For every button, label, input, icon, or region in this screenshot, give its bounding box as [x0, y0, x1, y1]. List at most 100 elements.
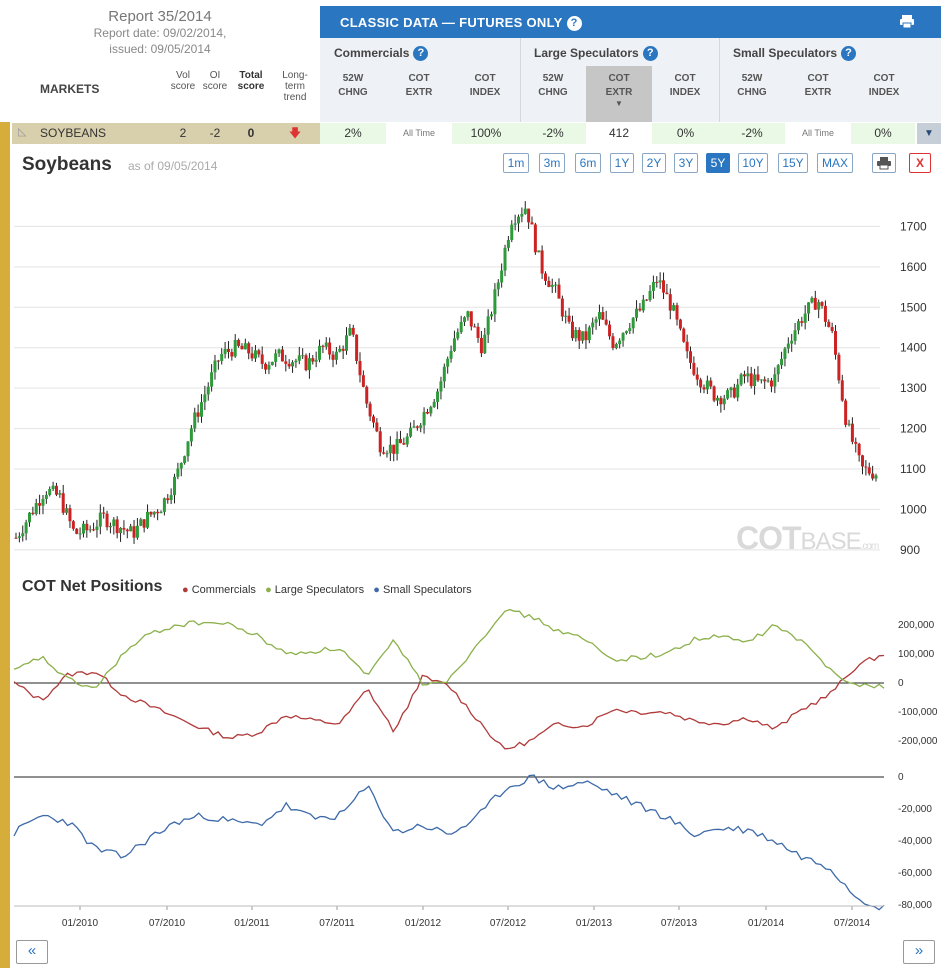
timeframe-5y[interactable]: 5Y — [706, 153, 730, 173]
candle — [449, 350, 453, 359]
timeframe-15y[interactable]: 15Y — [778, 153, 808, 173]
candle — [776, 365, 780, 375]
candle — [611, 336, 615, 349]
timeframe-1m[interactable]: 1m — [503, 153, 529, 173]
market-row[interactable] — [12, 123, 320, 144]
col-large-52w[interactable]: 52W CHNG — [538, 73, 568, 98]
col-large-extr[interactable]: COT EXTR ▼ — [586, 72, 652, 108]
candle — [233, 339, 237, 357]
candle — [783, 348, 787, 359]
col-small-index[interactable]: COT INDEX — [868, 73, 900, 98]
total-score-header: Total score — [237, 70, 265, 92]
comm-52w-value: 2% — [320, 123, 386, 144]
candle — [223, 348, 227, 354]
candle — [675, 305, 679, 320]
close-chart-button[interactable]: X — [909, 153, 931, 173]
help-icon[interactable]: ? — [566, 16, 582, 32]
candle — [318, 345, 322, 360]
candle — [159, 511, 163, 514]
help-icon[interactable]: ? — [413, 46, 429, 62]
commercials-line — [13, 654, 885, 750]
candle — [840, 380, 844, 401]
candle — [250, 353, 254, 359]
candle — [817, 302, 821, 310]
candle — [581, 331, 585, 341]
candle — [702, 387, 706, 390]
col-comm-extr[interactable]: COT EXTR — [405, 73, 433, 98]
watermark: COTBASE.com — [736, 520, 879, 556]
candle — [867, 467, 871, 474]
expand-row-icon[interactable]: ▼ — [917, 123, 941, 144]
candle — [240, 345, 244, 350]
candle — [628, 328, 632, 332]
print-icon[interactable] — [899, 14, 915, 29]
candle — [375, 422, 379, 432]
candle — [189, 428, 193, 442]
candle — [267, 365, 271, 370]
candle — [355, 334, 359, 362]
candle — [166, 498, 170, 501]
timeframe-10y[interactable]: 10Y — [738, 153, 768, 173]
col-large-index[interactable]: COT INDEX — [669, 73, 701, 98]
candle — [422, 411, 426, 426]
candle — [304, 355, 308, 371]
timeframe-2y[interactable]: 2Y — [642, 153, 666, 173]
y-tick-label: 1200 — [900, 422, 927, 436]
candle — [624, 331, 628, 334]
timeframe-max[interactable]: MAX — [817, 153, 853, 173]
help-icon[interactable]: ? — [841, 46, 857, 62]
candle — [476, 326, 480, 338]
candle — [641, 299, 645, 311]
help-icon[interactable]: ? — [642, 46, 658, 62]
timeframe-1y[interactable]: 1Y — [610, 153, 634, 173]
candle — [220, 353, 224, 362]
candle — [780, 358, 784, 366]
candle — [213, 360, 217, 373]
candle — [678, 319, 682, 329]
candle — [38, 503, 42, 506]
candle — [692, 362, 696, 375]
candle — [173, 476, 177, 496]
y-tick-label: -40,000 — [898, 836, 932, 847]
candle — [129, 526, 133, 532]
candle — [88, 529, 92, 531]
col-small-52w[interactable]: 52W CHNG — [737, 73, 767, 98]
candle — [621, 333, 625, 341]
candle — [682, 328, 686, 342]
col-comm-index[interactable]: COT INDEX — [469, 73, 501, 98]
candle — [71, 521, 75, 529]
timeframe-6m[interactable]: 6m — [575, 153, 601, 173]
y-tick-label: -80,000 — [898, 900, 932, 911]
candle — [439, 381, 443, 392]
candle — [247, 343, 251, 354]
market-name[interactable]: SOYBEANS — [40, 126, 107, 140]
candle — [425, 411, 429, 414]
candle — [432, 401, 436, 408]
candle — [446, 358, 450, 367]
candle — [334, 351, 338, 360]
candle — [199, 402, 203, 417]
candle — [65, 508, 69, 513]
candle — [773, 374, 777, 387]
candle — [459, 321, 463, 333]
col-small-extr[interactable]: COT EXTR — [804, 73, 832, 98]
print-chart-button[interactable] — [872, 153, 896, 173]
candle — [203, 394, 207, 403]
candle — [874, 475, 878, 479]
candle — [294, 360, 298, 363]
candle — [78, 533, 82, 535]
candle — [31, 512, 35, 514]
legend-marker-large: ● — [265, 584, 272, 596]
scroll-right-button[interactable]: » — [903, 940, 935, 964]
candle — [803, 313, 807, 323]
candle — [736, 384, 740, 398]
candle — [280, 349, 284, 362]
col-comm-52w[interactable]: 52W CHNG — [338, 73, 368, 98]
timeframe-3m[interactable]: 3m — [539, 153, 565, 173]
candle — [210, 372, 214, 387]
candle — [608, 324, 612, 337]
timeframe-3y[interactable]: 3Y — [674, 153, 698, 173]
candle — [651, 281, 655, 291]
scroll-left-button[interactable]: « — [16, 940, 48, 964]
candle — [395, 439, 399, 454]
